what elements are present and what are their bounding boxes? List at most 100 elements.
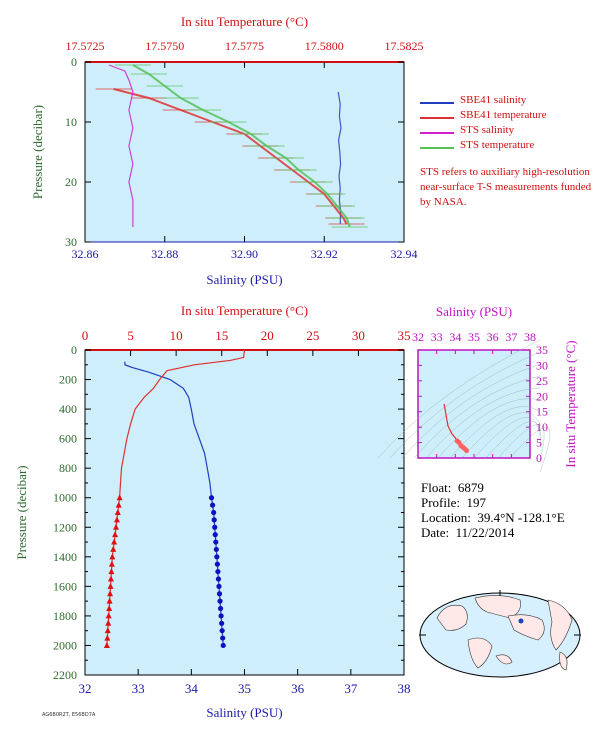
panel2-salinity-tick-label: 34 <box>185 681 199 696</box>
legend-label-sts-temperature: STS temperature <box>460 139 535 151</box>
panel2-series-salinity-marker <box>219 620 225 626</box>
info-location-row: Location: 39.4°N -128.1°E <box>421 510 596 525</box>
panel1-series-sbe41-salinity <box>337 91 342 225</box>
world-map-landmass <box>507 614 545 641</box>
panel2-series-temperature-marker <box>109 553 116 560</box>
panel3-plot-area <box>417 349 531 459</box>
panel1-salinity-tick-label: 32.94 <box>391 247 418 261</box>
panel2-pressure-tick-label: 2000 <box>53 638 77 652</box>
footer-code: AG6B0R2T, E56BD7A <box>42 712 96 718</box>
panel2-series-salinity-marker <box>216 591 223 597</box>
legend-swatch-sts-salinity <box>420 132 454 134</box>
panel3-temperature-tick-label: 30 <box>536 358 548 372</box>
panel1-salinity-tick-label: 32.88 <box>151 247 178 261</box>
panel2-plot-area <box>84 349 405 676</box>
panel3-temperature-tick-label: 25 <box>536 374 548 388</box>
panel2-pressure-tick-label: 1600 <box>53 579 77 593</box>
panel2-series-salinity-marker <box>216 583 222 589</box>
info-float-row: Float: 6879 <box>421 480 596 495</box>
panel2-salinity-tick-label: 35 <box>238 681 251 696</box>
panel2-pressure-axis-title: Pressure (decibar) <box>14 465 29 559</box>
panel2-pressure-tick-label: 1000 <box>53 491 77 505</box>
panel1-temperature-tick-label: 17.5750 <box>145 39 184 53</box>
panel1-temperature-tick-label: 17.5825 <box>385 39 424 53</box>
panel2-salinity-axis-title: Salinity (PSU) <box>206 705 282 720</box>
panel2-series-temperature-marker <box>110 545 117 552</box>
panel3-salinity-axis-title: Salinity (PSU) <box>436 304 512 319</box>
panel2-series-temperature-marker <box>104 627 111 634</box>
info-date-row: Date: 11/22/2014 <box>421 525 596 540</box>
panel1-temperature-tick-label: 17.5775 <box>225 39 264 53</box>
panel2-series-temperature-marker <box>107 582 114 589</box>
panel2-series-salinity-marker <box>215 568 221 575</box>
panel2-series-temperature-marker <box>116 494 123 501</box>
panel2-series-salinity-marker <box>220 635 226 641</box>
panel3-density-contour <box>401 363 541 459</box>
panel2-series-temperature-marker <box>111 538 118 545</box>
panel3-temperature-tick-label: 5 <box>536 436 542 450</box>
panel3-salinity-tick-label: 37 <box>505 330 517 344</box>
panel2-temperature-tick-label: 30 <box>352 328 365 343</box>
panel3-density-contour <box>389 351 541 459</box>
world-map-landmass <box>559 651 568 671</box>
panel2-series-salinity-marker <box>214 561 220 567</box>
panel3-density-contour <box>377 339 541 459</box>
legend-swatch-sbe41-temperature <box>420 117 454 119</box>
panel2-temperature-tick-label: 0 <box>82 328 89 343</box>
panel2-series-salinity-marker <box>213 546 219 553</box>
panel2-series-temperature-marker <box>106 605 113 612</box>
panel2-series-salinity-marker <box>215 576 222 582</box>
panel2-series-temperature-marker <box>105 612 112 619</box>
panel2-pressure-tick-label: 1400 <box>53 550 77 564</box>
panel2-series-temperature-marker <box>113 516 120 523</box>
panel2-series-temperature-marker <box>107 590 114 597</box>
legend-label-sts-salinity: STS salinity <box>460 124 515 136</box>
panel3-salinity-tick-label: 35 <box>468 330 480 344</box>
panel3-ts-marker <box>464 448 470 454</box>
info-date-value: 11/22/2014 <box>455 525 515 540</box>
panel2-salinity-tick-label: 37 <box>344 681 358 696</box>
panel2-series-temperature-marker <box>104 634 111 641</box>
info-location-label: Location: <box>421 510 471 525</box>
panel2-series-salinity-marker <box>217 605 224 612</box>
panel2-series-temperature-marker <box>114 509 121 515</box>
panel1-salinity-tick-label: 32.92 <box>311 247 338 261</box>
panel1-temperature-tick-label: 17.5725 <box>66 39 105 53</box>
panel2-pressure-tick-label: 600 <box>59 432 77 446</box>
panel2-series-temperature-marker <box>108 568 115 575</box>
panel1-temperature-axis-title: In situ Temperature (°C) <box>181 14 308 29</box>
info-profile-label: Profile: <box>421 495 460 510</box>
panel1-salinity-tick-label: 32.90 <box>231 247 258 261</box>
panel1-pressure-tick-label: 0 <box>71 55 77 69</box>
panel2-series-temperature-marker <box>115 501 122 508</box>
panel2-pressure-tick-label: 2200 <box>53 668 77 682</box>
float-info: Float: 6879 Profile: 197 Location: 39.4°… <box>421 480 596 540</box>
panel2-series-salinity-marker <box>213 539 219 545</box>
panel2-salinity-tick-label: 32 <box>79 681 92 696</box>
info-profile-row: Profile: 197 <box>421 495 596 510</box>
panel1-salinity-tick-label: 32.86 <box>72 247 99 261</box>
panel3-density-contour <box>509 427 551 473</box>
panel2-temperature-tick-label: 5 <box>127 328 134 343</box>
info-profile-value: 197 <box>466 495 487 510</box>
panel2-series-salinity-line <box>124 361 224 646</box>
panel3-density-contour <box>425 387 541 459</box>
panel2-series-temperature-marker <box>106 597 113 604</box>
panel2-series-salinity-marker <box>212 532 218 538</box>
panel2-temperature-tick-label: 20 <box>261 328 274 343</box>
panel1-salinity-axis-title: Salinity (PSU) <box>206 272 282 287</box>
panel2-series-salinity-marker <box>210 502 216 508</box>
panel1-pressure-tick-label: 30 <box>65 235 77 249</box>
sts-note: STS refers to auxiliary high-resolution … <box>420 166 592 208</box>
legend-swatch-sbe41-salinity <box>420 102 454 104</box>
legend-swatch-sts-temperature <box>420 147 454 149</box>
panel3-density-contour <box>497 424 545 461</box>
panel3-salinity-tick-label: 33 <box>431 330 443 344</box>
panel1-pressure-tick-label: 10 <box>65 115 77 129</box>
panel3-density-contour <box>473 417 541 459</box>
panel2-pressure-tick-label: 400 <box>59 402 77 416</box>
panel3-density-contour <box>485 421 541 459</box>
info-date-label: Date: <box>421 525 450 540</box>
